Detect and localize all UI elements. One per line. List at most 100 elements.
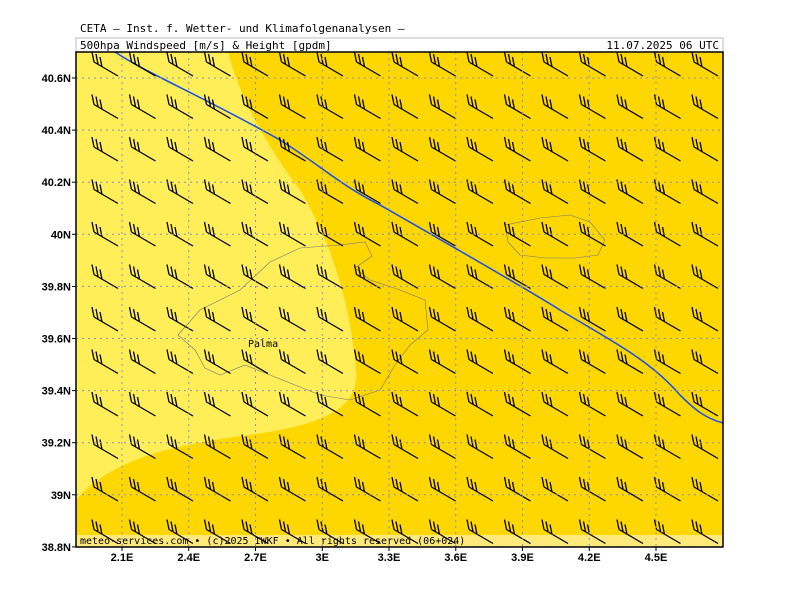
wind-barb <box>616 179 644 205</box>
wind-barb <box>166 519 194 545</box>
wind-barb <box>578 391 606 417</box>
wind-barb <box>203 349 231 375</box>
y-axis-label: 38.8N <box>42 542 71 554</box>
wind-barb <box>391 52 419 77</box>
wind-barb <box>278 306 306 332</box>
wind-barb <box>578 179 606 205</box>
wind-barb <box>691 349 719 375</box>
wind-barb <box>203 391 231 417</box>
wind-barb <box>653 434 681 460</box>
wind-barb <box>691 221 719 247</box>
wind-barb <box>128 94 156 120</box>
wind-barb <box>353 391 381 417</box>
wind-barb <box>466 264 494 290</box>
wind-barb <box>466 94 494 120</box>
wind-barb <box>353 52 381 77</box>
wind-barb <box>316 476 344 502</box>
wind-barb <box>128 519 156 545</box>
wind-barb <box>730 477 756 501</box>
wind-barb <box>166 221 194 247</box>
wind-barb <box>730 265 756 289</box>
wind-barb <box>316 179 344 205</box>
wind-barb <box>541 349 569 375</box>
wind-barb <box>691 391 719 417</box>
wind-barb <box>541 434 569 460</box>
wind-barb <box>428 221 456 247</box>
y-axis-label: 39N <box>51 490 71 502</box>
wind-barb <box>203 476 231 502</box>
wind-barb <box>203 434 231 460</box>
wind-barb <box>316 52 344 77</box>
wind-barb <box>428 391 456 417</box>
wind-barb <box>616 52 644 77</box>
wind-barb <box>578 434 606 460</box>
wind-barb <box>653 94 681 120</box>
wind-barb <box>428 434 456 460</box>
wind-barb <box>541 179 569 205</box>
wind-barb <box>166 349 194 375</box>
wind-barb <box>578 349 606 375</box>
wind-barb <box>730 95 756 119</box>
wind-barb <box>166 264 194 290</box>
wind-barb <box>391 94 419 120</box>
wind-barb <box>503 179 531 205</box>
wind-barb <box>353 519 381 545</box>
wind-barb <box>466 221 494 247</box>
wind-barb <box>316 434 344 460</box>
wind-barb <box>91 179 119 205</box>
wind-barb <box>541 519 569 545</box>
wind-barb <box>466 434 494 460</box>
wind-barb <box>653 52 681 77</box>
wind-barb <box>503 52 531 77</box>
wind-barb <box>391 519 419 545</box>
x-axis-label: 4.2E <box>578 552 601 564</box>
wind-barb <box>391 434 419 460</box>
wind-barb <box>241 519 269 545</box>
wind-barb <box>203 136 231 162</box>
wind-barb <box>203 519 231 545</box>
wind-barb <box>316 264 344 290</box>
wind-barb <box>691 519 719 545</box>
wind-barb <box>578 94 606 120</box>
wind-barb <box>616 476 644 502</box>
wind-barb <box>541 136 569 162</box>
map-frame <box>75 51 724 548</box>
wind-barb <box>541 476 569 502</box>
y-axis-label: 39.4N <box>42 386 71 398</box>
wind-barb <box>391 179 419 205</box>
wind-barb <box>203 221 231 247</box>
wind-barb <box>691 476 719 502</box>
wind-barb <box>653 391 681 417</box>
x-axis-label: 2.1E <box>111 552 134 564</box>
wind-barb <box>278 179 306 205</box>
wind-barb <box>166 179 194 205</box>
wind-barb <box>466 52 494 77</box>
wind-barb <box>466 179 494 205</box>
coastline-mallorca <box>177 241 429 401</box>
wind-barb <box>353 349 381 375</box>
wind-barb <box>391 391 419 417</box>
wind-barb <box>691 264 719 290</box>
wind-barb <box>691 306 719 332</box>
wind-barb <box>391 221 419 247</box>
wind-barb <box>466 519 494 545</box>
wind-zone-light <box>76 52 357 500</box>
wind-barb <box>91 349 119 375</box>
wind-barb <box>616 306 644 332</box>
wind-barb <box>278 221 306 247</box>
wind-barb <box>466 391 494 417</box>
wind-barb <box>91 136 119 162</box>
wind-barb <box>466 349 494 375</box>
wind-barbs <box>91 52 756 545</box>
x-axis-label: 3.3E <box>378 552 401 564</box>
wind-barb <box>503 94 531 120</box>
wind-barb <box>503 136 531 162</box>
wind-barb <box>428 519 456 545</box>
wind-barb <box>278 264 306 290</box>
coastline-menorca <box>504 214 606 259</box>
wind-barb <box>616 136 644 162</box>
wind-barb <box>578 476 606 502</box>
wind-barb <box>503 519 531 545</box>
wind-barb <box>278 519 306 545</box>
wind-barb <box>278 391 306 417</box>
